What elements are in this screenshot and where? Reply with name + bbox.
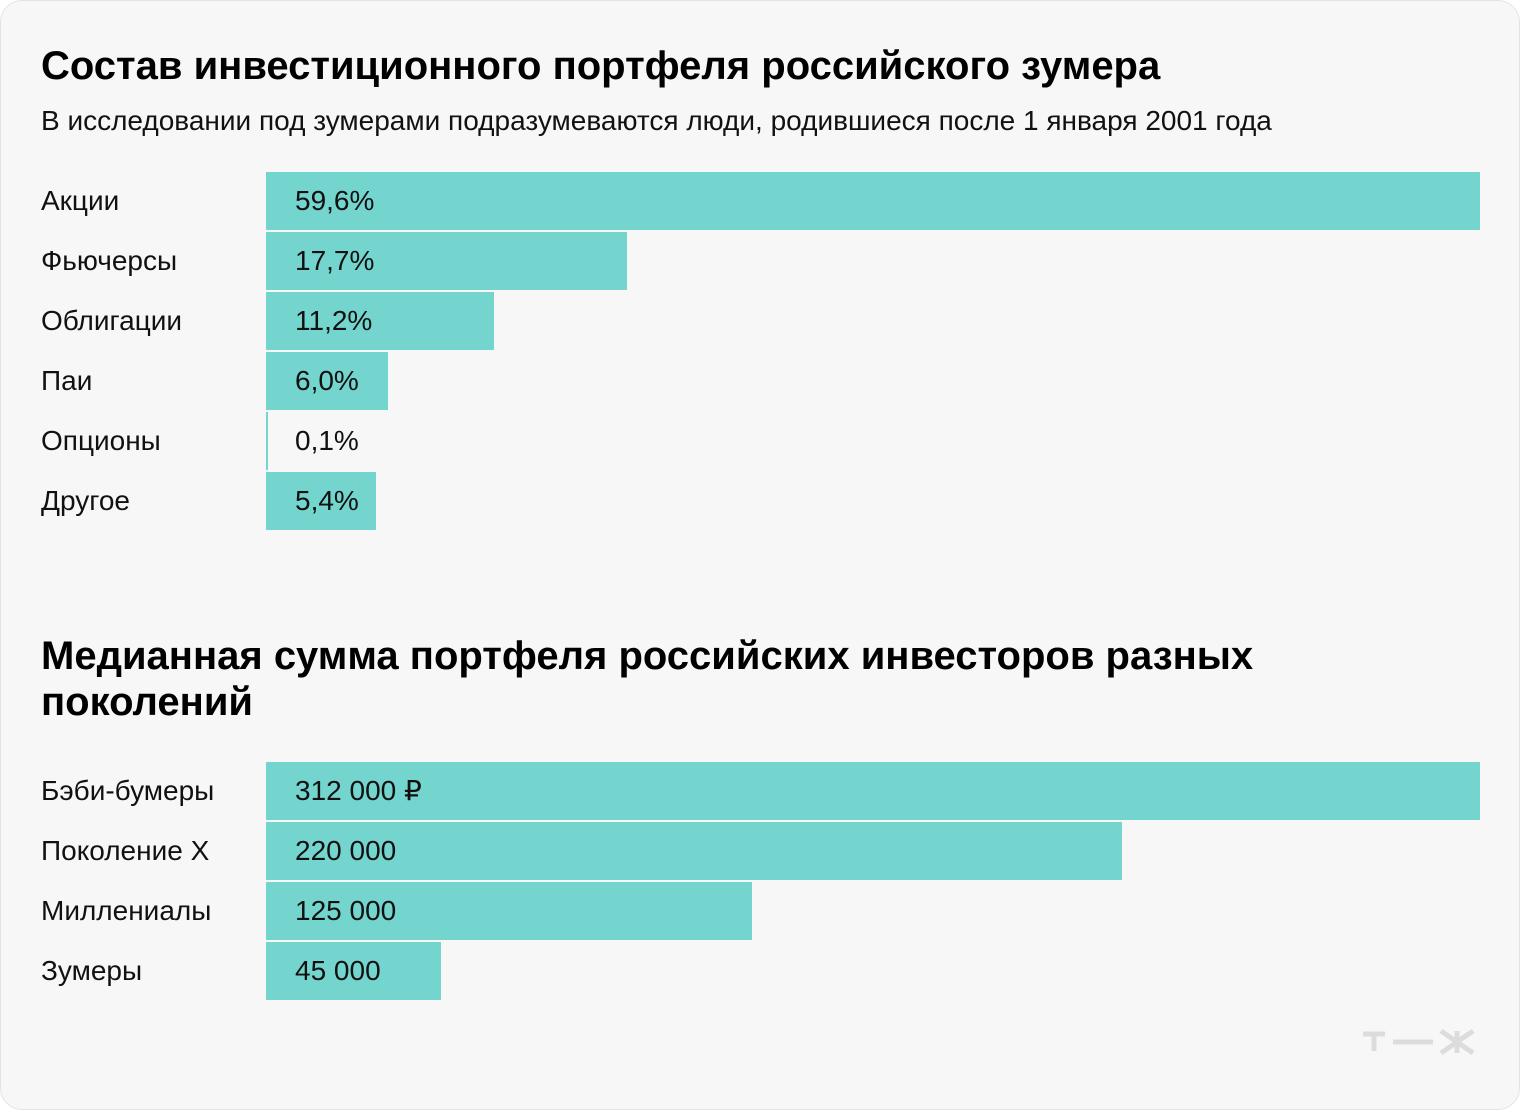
- category-label: Облигации: [41, 305, 183, 336]
- bar: [266, 942, 441, 1000]
- category-label: Акции: [41, 185, 120, 216]
- bar: [266, 822, 1122, 880]
- bar-row: Бэби-бумеры 312 000 ₽: [1, 761, 1520, 821]
- bar-value-label: 17,7%: [295, 245, 375, 276]
- category-label: Зумеры: [41, 955, 143, 986]
- chart-title-median-portfolio: Медианная сумма портфеля российских инве…: [41, 634, 1254, 724]
- bar-row: Поколение X 220 000: [1, 821, 1520, 881]
- bar: [266, 232, 627, 290]
- portfolio-composition-chart: Акции 59,6% Фьючерсы 17,7% Облигации 11,2% Паи…: [1, 171, 1520, 531]
- bar: [266, 762, 1480, 820]
- category-label: Фьючерсы: [41, 245, 178, 276]
- bar-row: Зумеры 45 000: [1, 941, 1520, 1001]
- bar: [266, 882, 752, 940]
- category-label: Миллениалы: [41, 895, 212, 926]
- bar-value-label: 125 000: [295, 895, 397, 926]
- category-label: Опционы: [41, 425, 161, 456]
- bar-value-label: 11,2%: [295, 305, 373, 336]
- bar-value-label: 6,0%: [295, 365, 359, 396]
- bar-row: Миллениалы 125 000: [1, 881, 1520, 941]
- chart-subtitle-zoomer-definition: В исследовании под зумерами подразумеваю…: [41, 105, 1272, 136]
- tzh-logo-icon: [1363, 1028, 1475, 1056]
- bar: [266, 352, 388, 410]
- bar-row: Акции 59,6%: [1, 171, 1520, 231]
- category-label: Другое: [41, 485, 130, 516]
- category-label: Бэби-бумеры: [41, 775, 215, 806]
- bar-row: Облигации 11,2%: [1, 291, 1520, 351]
- median-portfolio-chart: Бэби-бумеры 312 000 ₽ Поколение X 220 000 Ми…: [1, 761, 1520, 1001]
- bar-value-label: 0,1%: [295, 425, 359, 456]
- category-label: Паи: [41, 365, 93, 396]
- bar-row: Опционы 0,1%: [1, 411, 1520, 471]
- chart-title-portfolio-composition: Состав инвестиционного портфеля российск…: [41, 44, 1161, 88]
- bar-row: Другое 5,4%: [1, 471, 1520, 531]
- category-label: Поколение X: [41, 835, 210, 866]
- bar: [266, 172, 1480, 230]
- bar: [266, 412, 268, 470]
- bar-value-label: 59,6%: [295, 185, 375, 216]
- bar-row: Фьючерсы 17,7%: [1, 231, 1520, 291]
- bar-value-label: 312 000 ₽: [295, 775, 422, 806]
- bar-value-label: 5,4%: [295, 485, 359, 516]
- bar: [266, 292, 494, 350]
- bar-value-label: 45 000: [295, 955, 381, 986]
- bar-value-label: 220 000: [295, 835, 397, 866]
- bar-row: Паи 6,0%: [1, 351, 1520, 411]
- bar: [266, 472, 376, 530]
